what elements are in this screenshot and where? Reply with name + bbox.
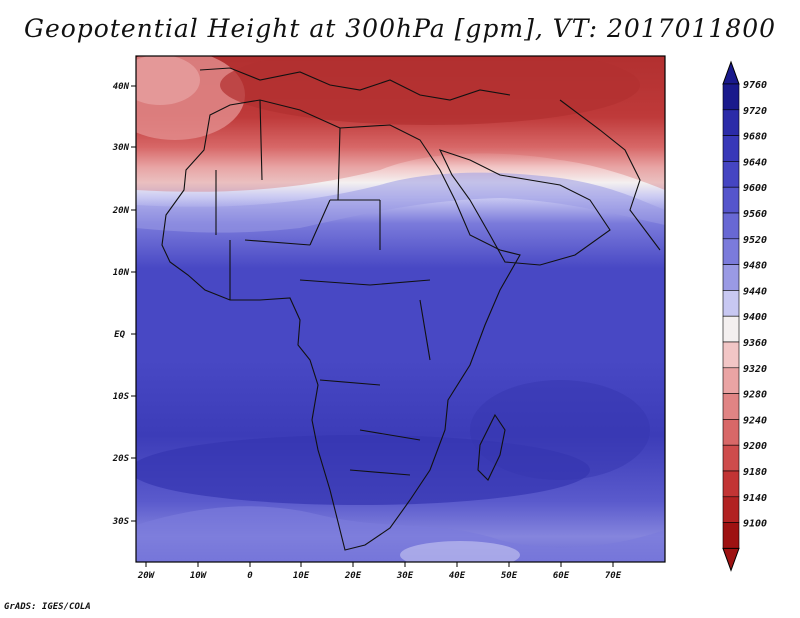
map-frame xyxy=(135,55,666,563)
colorbar-label: 9400 xyxy=(743,312,767,323)
colorbar-label: 9280 xyxy=(743,390,767,401)
colorbar-label: 9240 xyxy=(743,415,767,426)
lon-label: 10E xyxy=(293,571,310,581)
colorbar-swatch xyxy=(722,522,740,549)
lon-label: 60E xyxy=(553,571,570,581)
colorbar-swatch xyxy=(722,290,740,317)
lon-label: 70E xyxy=(605,571,622,581)
colorbar-label: 9720 xyxy=(743,106,767,117)
colorbar-label: 9760 xyxy=(743,80,767,91)
colorbar-swatch xyxy=(722,161,740,188)
latitude-axis: 40N 30N 20N 10N EQ 10S 20S 30S xyxy=(112,82,130,527)
colorbar-label: 9640 xyxy=(743,157,767,168)
lon-label: 50E xyxy=(501,571,518,581)
colorbar-swatch xyxy=(722,496,740,523)
colorbar-label: 9560 xyxy=(743,209,767,220)
colorbar-swatch xyxy=(722,341,740,369)
colorbar-swatch xyxy=(722,135,740,162)
colorbar-label: 9520 xyxy=(743,235,767,246)
colorbar-label: 9360 xyxy=(743,338,767,349)
colorbar-top-arrow xyxy=(722,60,740,85)
lat-label: 20S xyxy=(112,454,130,464)
lat-label: EQ xyxy=(114,330,125,340)
colorbar-label: 9140 xyxy=(743,493,767,504)
colorbar-swatch xyxy=(722,444,740,472)
colorbar: 9760 9720 9680 9640 9600 9560 9520 9480 9440 9400… xyxy=(722,60,767,572)
colorbar-label: 9680 xyxy=(743,132,767,143)
colorbar-swatch xyxy=(722,315,740,343)
colorbar-swatch xyxy=(722,470,740,498)
credit-text: GrADS: IGES/COLA xyxy=(4,602,91,612)
geopotential-field xyxy=(136,56,665,562)
colorbar-label: 9440 xyxy=(743,286,767,297)
lat-label: 30N xyxy=(112,143,130,153)
colorbar-swatch xyxy=(722,83,740,111)
longitude-axis: 20W 10W 0 10E 20E 30E 40E 50E 60E 70E xyxy=(137,571,622,581)
colorbar-label: 9480 xyxy=(743,261,767,272)
colorbar-label: 9180 xyxy=(743,467,767,478)
colorbar-bottom-arrow xyxy=(722,547,740,572)
lon-label: 20E xyxy=(344,571,362,581)
colorbar-swatch xyxy=(722,367,740,394)
lon-label: 0 xyxy=(247,571,253,581)
colorbar-label: 9200 xyxy=(743,441,767,452)
colorbar-swatch xyxy=(722,109,740,136)
coastlines xyxy=(161,67,661,551)
lon-label: 30E xyxy=(396,571,414,581)
lat-label: 30S xyxy=(112,517,130,527)
colorbar-label: 9600 xyxy=(743,183,767,194)
chart-title: Geopotential Height at 300hPa [gpm], VT:… xyxy=(23,14,777,43)
colorbar-swatch xyxy=(722,419,740,446)
lat-label: 20N xyxy=(112,206,130,216)
colorbar-swatch xyxy=(722,393,740,420)
colorbar-swatch xyxy=(722,238,740,265)
colorbar-swatch xyxy=(722,186,740,214)
colorbar-swatch xyxy=(722,212,740,240)
lat-label: 10N xyxy=(113,268,130,278)
lon-label: 20W xyxy=(137,571,156,581)
colorbar-label: 9320 xyxy=(743,364,767,375)
lat-label: 10S xyxy=(113,392,130,402)
lon-label: 10W xyxy=(190,571,208,581)
colorbar-swatch xyxy=(722,264,740,291)
lon-label: 40E xyxy=(449,571,466,581)
colorbar-label: 9100 xyxy=(743,519,767,530)
lat-label: 40N xyxy=(113,82,130,92)
